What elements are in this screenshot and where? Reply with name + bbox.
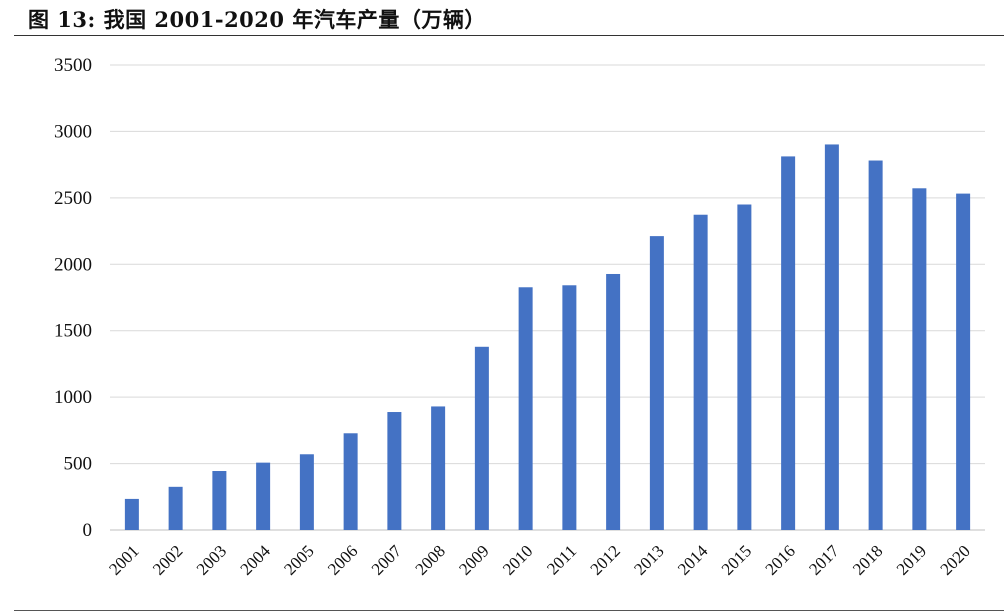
bars [124, 144, 971, 531]
y-tick-label: 1000 [54, 387, 92, 408]
y-tick-label: 2500 [54, 188, 92, 209]
bar-2013 [649, 236, 664, 530]
x-tick-label: 2013 [630, 541, 667, 578]
x-tick-label: 2011 [543, 541, 580, 578]
x-tick-label: 2014 [674, 541, 712, 579]
bar-2006 [343, 433, 358, 530]
bar-2003 [212, 471, 227, 530]
bar-2002 [168, 486, 183, 530]
x-tick-label: 2020 [936, 541, 973, 578]
bar-2004 [256, 462, 271, 530]
bar-2014 [693, 214, 708, 531]
x-tick-label: 2001 [105, 541, 142, 578]
x-tick-label: 2005 [280, 541, 317, 578]
x-tick-label: 2008 [411, 541, 448, 578]
figure-title: 图 13: 我国 2001-2020 年汽车产量（万辆） [28, 7, 486, 32]
bar-2012 [606, 273, 621, 530]
x-tick-label: 2017 [805, 541, 843, 579]
x-tick-label: 2002 [149, 541, 186, 578]
x-tick-label: 2018 [849, 541, 886, 578]
x-tick-label: 2019 [893, 541, 930, 578]
bar-2008 [431, 406, 446, 530]
bar-2017 [824, 144, 839, 530]
y-tick-label: 3000 [54, 121, 92, 142]
x-tick-label: 2012 [586, 541, 623, 578]
bar-2011 [562, 285, 577, 530]
bar-2020 [956, 193, 971, 530]
bar-2007 [387, 412, 402, 530]
bottom-divider [14, 610, 1004, 611]
bar-2001 [124, 498, 139, 530]
y-tick-label: 500 [64, 454, 93, 475]
y-axis-ticks: 0 500 1000 1500 2000 2500 3000 3500 [54, 55, 92, 541]
bar-2016 [781, 156, 796, 531]
x-tick-label: 2006 [324, 541, 361, 578]
x-tick-label: 2016 [761, 541, 798, 578]
x-tick-label: 2003 [193, 541, 230, 578]
y-tick-label: 2000 [54, 254, 92, 275]
y-tick-label: 0 [83, 520, 93, 541]
bar-2005 [299, 454, 314, 530]
bar-2009 [474, 346, 489, 530]
y-tick-label: 3500 [54, 55, 92, 76]
title-divider [14, 35, 1004, 36]
bar-2010 [518, 287, 533, 530]
x-axis-ticks: 2001 2002 2003 2004 2005 2006 2007 2008 2009 2010… [105, 541, 974, 579]
bar-2018 [868, 160, 883, 530]
x-tick-label: 2010 [499, 541, 536, 578]
x-tick-label: 2009 [455, 541, 492, 578]
x-tick-label: 2004 [236, 541, 274, 579]
grid-lines [110, 64, 985, 531]
bar-2015 [737, 204, 752, 530]
x-tick-label: 2015 [718, 541, 755, 578]
y-tick-label: 1500 [54, 321, 92, 342]
bar-2019 [912, 188, 927, 530]
x-tick-label: 2007 [368, 541, 406, 579]
